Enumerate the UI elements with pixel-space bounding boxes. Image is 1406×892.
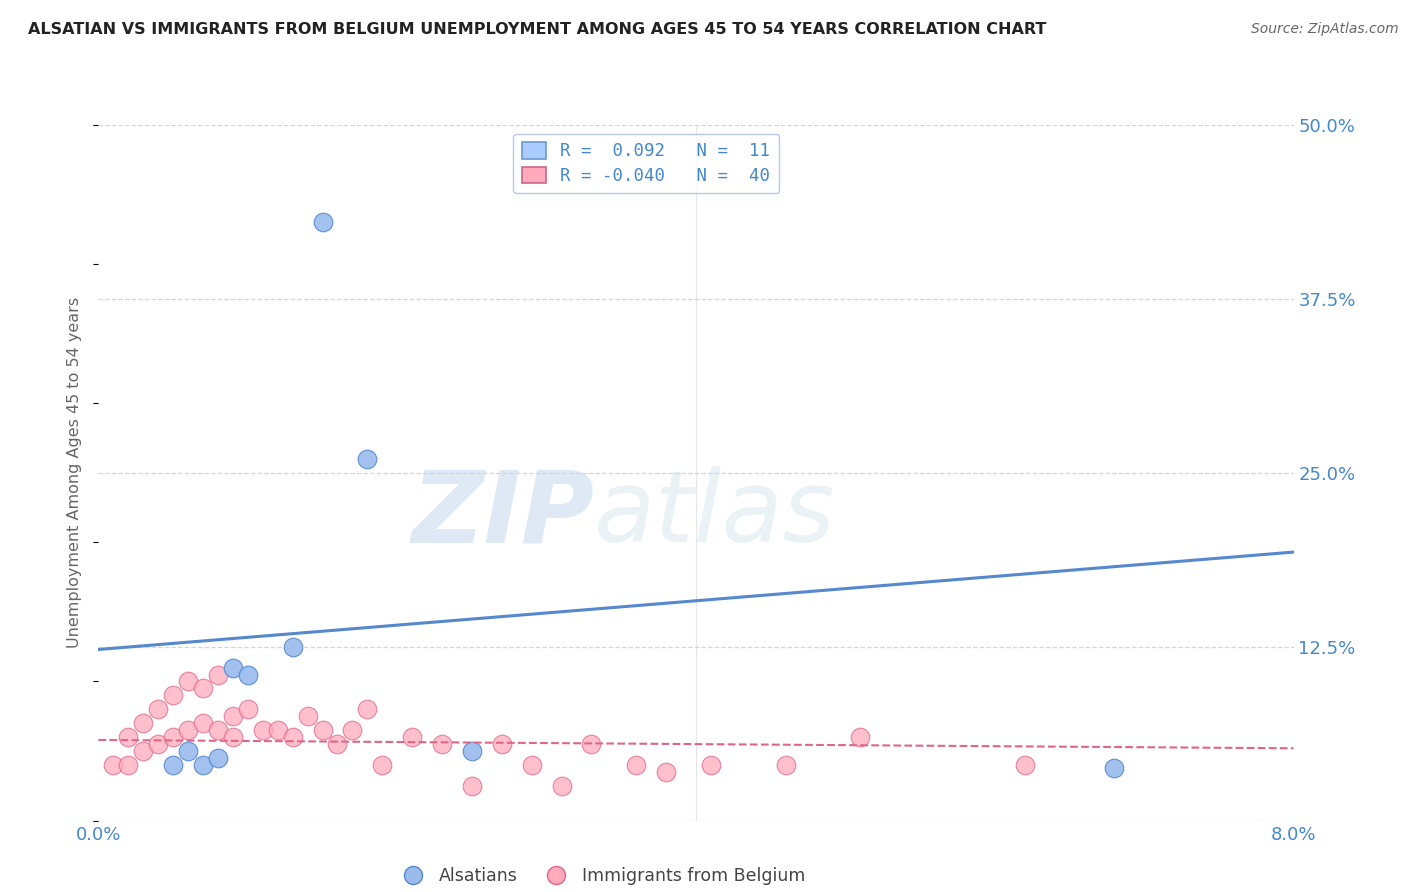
- Point: [162, 758, 184, 772]
- Point: [461, 744, 484, 758]
- Point: [132, 744, 155, 758]
- Point: [775, 758, 797, 772]
- Point: [311, 723, 333, 738]
- Point: [849, 730, 872, 744]
- Point: [222, 730, 245, 744]
- Point: [207, 751, 229, 765]
- Point: [342, 723, 364, 738]
- Point: [191, 681, 214, 696]
- Point: [655, 764, 678, 779]
- Point: [267, 723, 290, 738]
- Point: [297, 709, 319, 723]
- Point: [191, 758, 214, 772]
- Point: [1014, 758, 1036, 772]
- Text: Source: ZipAtlas.com: Source: ZipAtlas.com: [1251, 22, 1399, 37]
- Point: [1102, 761, 1125, 775]
- Point: [177, 744, 200, 758]
- Point: [162, 689, 184, 703]
- Point: [281, 640, 304, 654]
- Point: [356, 451, 378, 466]
- Point: [207, 667, 229, 681]
- Legend: Alsatians, Immigrants from Belgium: Alsatians, Immigrants from Belgium: [388, 860, 813, 892]
- Point: [371, 758, 394, 772]
- Text: ALSATIAN VS IMMIGRANTS FROM BELGIUM UNEMPLOYMENT AMONG AGES 45 TO 54 YEARS CORRE: ALSATIAN VS IMMIGRANTS FROM BELGIUM UNEM…: [28, 22, 1046, 37]
- Point: [191, 716, 214, 731]
- Point: [252, 723, 274, 738]
- Point: [700, 758, 723, 772]
- Point: [236, 667, 259, 681]
- Point: [581, 737, 603, 751]
- Point: [103, 758, 125, 772]
- Point: [132, 716, 155, 731]
- Point: [326, 737, 349, 751]
- Point: [177, 674, 200, 689]
- Point: [148, 702, 170, 716]
- Point: [236, 702, 259, 716]
- Point: [550, 779, 572, 793]
- Point: [222, 709, 245, 723]
- Point: [177, 723, 200, 738]
- Point: [117, 758, 139, 772]
- Point: [491, 737, 513, 751]
- Point: [207, 723, 229, 738]
- Point: [430, 737, 453, 751]
- Point: [461, 779, 484, 793]
- Point: [311, 215, 333, 229]
- Point: [401, 730, 423, 744]
- Point: [117, 730, 139, 744]
- Point: [162, 730, 184, 744]
- Point: [148, 737, 170, 751]
- Point: [520, 758, 543, 772]
- Text: atlas: atlas: [595, 466, 837, 563]
- Point: [624, 758, 647, 772]
- Text: ZIP: ZIP: [412, 466, 595, 563]
- Point: [222, 660, 245, 674]
- Point: [281, 730, 304, 744]
- Y-axis label: Unemployment Among Ages 45 to 54 years: Unemployment Among Ages 45 to 54 years: [67, 297, 83, 648]
- Point: [356, 702, 378, 716]
